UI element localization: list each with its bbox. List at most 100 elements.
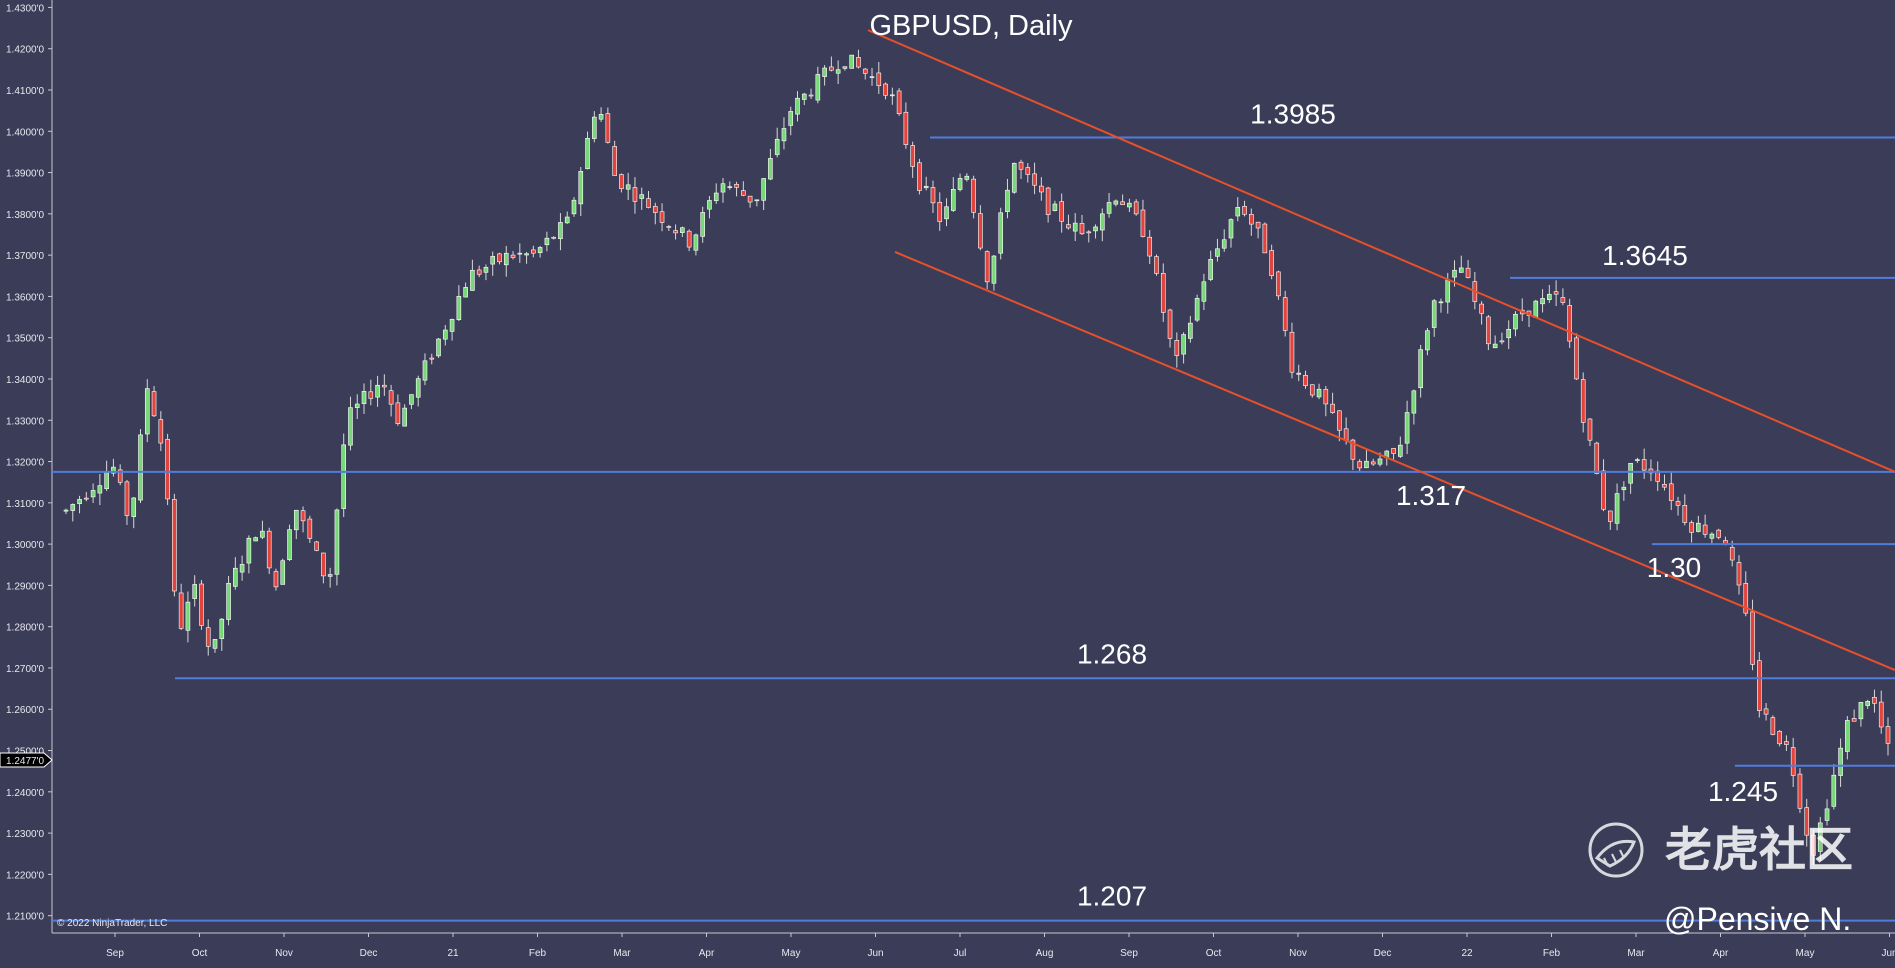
- candle-body: [795, 97, 800, 115]
- candle-body: [1303, 374, 1308, 386]
- candle-body: [1093, 226, 1098, 232]
- current-price-label: 1.2477'0: [6, 756, 44, 767]
- x-tick-label: 22: [1461, 948, 1473, 959]
- candle-body: [219, 618, 225, 639]
- candle-body: [1851, 718, 1857, 722]
- candle-body: [619, 174, 624, 189]
- candle-body: [1398, 444, 1403, 457]
- x-tick-label: Feb: [529, 948, 547, 959]
- candle-body: [917, 162, 922, 191]
- x-tick-label: Jun: [1881, 948, 1895, 959]
- candle-body: [1045, 187, 1051, 215]
- candle-body: [70, 504, 76, 511]
- x-tick-label: Oct: [1206, 948, 1222, 959]
- level-label: 1.245: [1708, 776, 1778, 807]
- candle-body: [754, 199, 760, 202]
- candle-body: [463, 287, 468, 298]
- candle-body: [382, 384, 387, 388]
- candle-body: [402, 407, 407, 427]
- candle-body: [856, 57, 861, 68]
- candle-body: [151, 391, 157, 417]
- candle-body: [950, 189, 956, 211]
- candle-body: [869, 76, 875, 78]
- candle-body: [659, 211, 665, 223]
- candle-body: [1757, 660, 1762, 711]
- candle-body: [199, 583, 204, 626]
- candle-body: [1641, 459, 1647, 471]
- y-tick-label: 1.3400'0: [6, 375, 44, 386]
- y-tick-label: 1.3300'0: [6, 416, 44, 427]
- x-tick-label: Dec: [1374, 948, 1392, 959]
- candle-body: [571, 199, 577, 215]
- candle-body: [104, 472, 109, 490]
- candle-body: [1255, 221, 1261, 229]
- candle-body: [1242, 206, 1247, 215]
- candle-body: [490, 256, 496, 265]
- candle-body: [1296, 372, 1302, 375]
- candle-body: [314, 541, 319, 551]
- candle-body: [497, 253, 502, 263]
- candle-body: [1560, 297, 1566, 303]
- candle-body: [293, 509, 299, 531]
- horizontal-levels-layer: [52, 136, 1895, 922]
- candle-body: [1458, 267, 1464, 273]
- level-label: 1.3985: [1250, 98, 1336, 129]
- candle-body: [327, 574, 333, 577]
- candle-body: [280, 560, 286, 585]
- candle-body: [111, 466, 116, 474]
- candle-body: [544, 237, 550, 246]
- candle-body: [693, 234, 699, 251]
- candle-body: [1364, 460, 1369, 469]
- y-tick-label: 1.2100'0: [6, 912, 44, 923]
- candle-body: [1709, 533, 1715, 539]
- candle-body: [1465, 267, 1471, 278]
- candle-body: [1201, 281, 1207, 302]
- y-tick-label: 1.3200'0: [6, 458, 44, 469]
- candle-body: [815, 74, 821, 101]
- candle-body: [680, 227, 685, 233]
- candle-body: [686, 230, 692, 248]
- watermark: 老虎社区 @Pensive N.: [1588, 822, 1853, 937]
- x-tick-label: Mar: [613, 948, 631, 959]
- candle-body: [449, 319, 455, 332]
- candle-body: [1736, 562, 1742, 586]
- candle-body: [90, 490, 96, 498]
- candle-body: [178, 592, 184, 629]
- candle-body: [1262, 223, 1268, 254]
- y-tick-label: 1.4100'0: [6, 86, 44, 97]
- candle-body: [890, 94, 895, 97]
- candle-body: [646, 198, 651, 208]
- candle-body: [991, 255, 997, 284]
- candle-body: [558, 222, 563, 240]
- candle-body: [1404, 412, 1410, 444]
- candle-body: [456, 295, 462, 321]
- candle-body: [1032, 173, 1037, 186]
- candle-body: [117, 469, 123, 483]
- candle-body: [1269, 250, 1274, 276]
- tiger-logo-icon: [1588, 822, 1644, 878]
- candle-body: [1133, 201, 1139, 215]
- candle-body: [476, 269, 482, 275]
- candle-body: [1743, 583, 1749, 614]
- candle-body: [673, 230, 678, 234]
- candle-body: [239, 564, 245, 573]
- candle-body: [1011, 163, 1017, 193]
- candle-body: [246, 537, 252, 564]
- candle-body: [1872, 697, 1877, 704]
- candle-body: [1513, 313, 1518, 330]
- candle-body: [1330, 403, 1335, 413]
- candle-body: [876, 72, 882, 87]
- candle-body: [1289, 331, 1295, 373]
- candle-body: [1831, 774, 1837, 807]
- candle-body: [978, 213, 983, 249]
- candle-body: [1865, 701, 1870, 706]
- candle-body: [1506, 328, 1511, 339]
- x-tick-label: Mar: [1627, 948, 1645, 959]
- chart-title: GBPUSD, Daily: [869, 10, 1073, 42]
- candle-body: [1431, 300, 1437, 328]
- y-tick-label: 1.2800'0: [6, 623, 44, 634]
- candle-body: [585, 137, 590, 170]
- y-tick-label: 1.2300'0: [6, 829, 44, 840]
- candle-body: [1763, 708, 1769, 715]
- candle-body: [1316, 388, 1322, 398]
